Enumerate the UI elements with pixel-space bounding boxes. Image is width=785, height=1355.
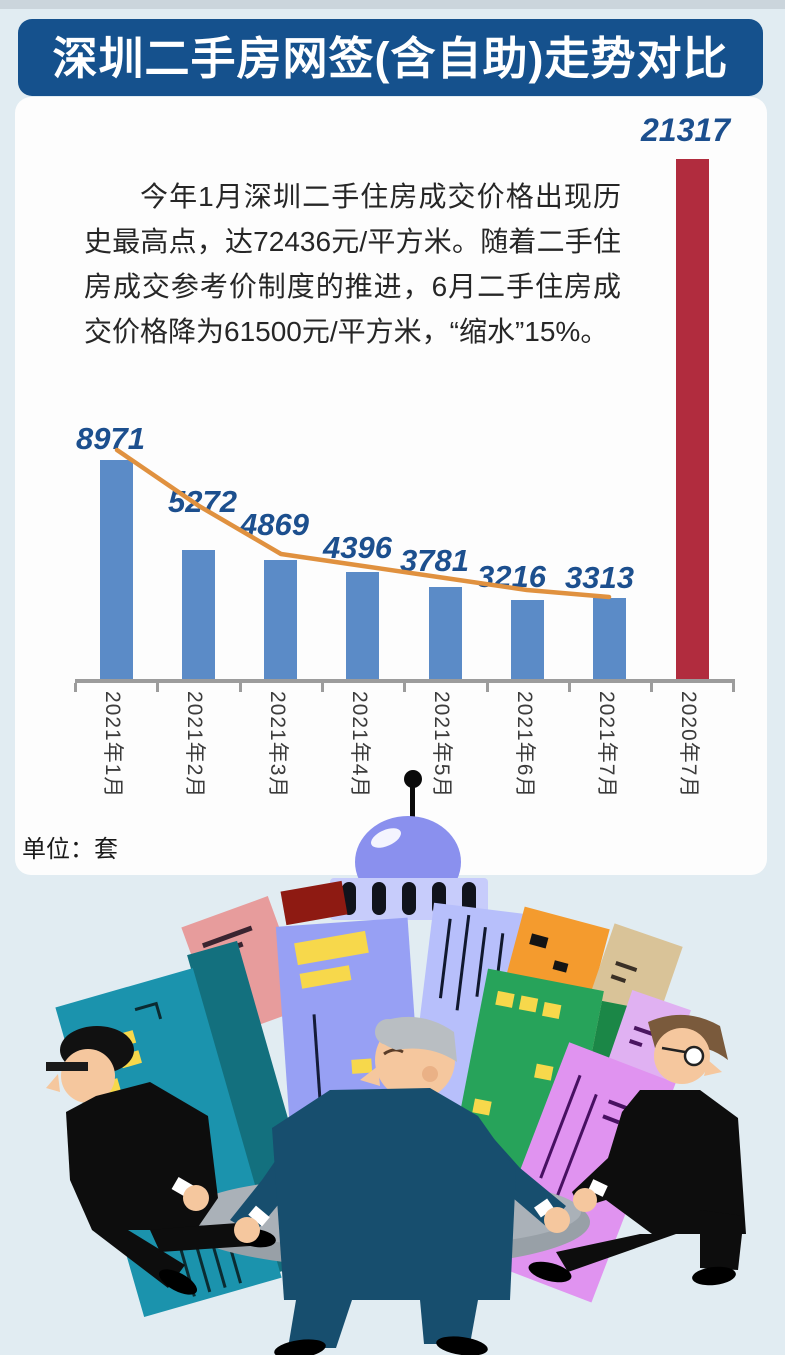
value-label: 4869 [240, 507, 309, 542]
value-label: 3313 [565, 560, 634, 595]
bar-chart: 8971 2021年1月 5272 2021年2月 4869 2021年3月 4396 202… [74, 112, 736, 798]
bar-2021年1月 [99, 460, 133, 679]
bar-2021年7月 [593, 598, 627, 679]
value-label: 8971 [76, 421, 145, 456]
x-axis [75, 679, 735, 683]
top-strip [0, 0, 785, 9]
right-businessman [528, 1014, 746, 1286]
axis-tick [732, 683, 736, 692]
city-carriers-illustration [46, 770, 746, 1355]
page-title: 深圳二手房网签(含自助)走势对比 [18, 19, 763, 96]
axis-tick [485, 683, 489, 692]
building-darkred [280, 880, 348, 926]
value-label: 3781 [400, 543, 469, 578]
unit-label: 单位：套 [22, 836, 118, 863]
value-label: 5272 [168, 484, 237, 519]
bar-2021年2月 [181, 550, 215, 679]
axis-tick [403, 683, 407, 692]
intro-paragraph: 今年1月深圳二手住房成交价格出现历史最高点，达72436元/平方米。随着二手住房… [84, 181, 621, 347]
axis-tick [238, 683, 242, 692]
bar-2021年3月 [264, 560, 298, 679]
axis-tick [74, 683, 77, 692]
value-label: 3216 [477, 559, 546, 594]
value-label: 4396 [323, 530, 392, 565]
axis-tick [156, 683, 160, 692]
axis-tick [320, 683, 324, 692]
value-label: 21317 [641, 112, 730, 148]
axis-tick [650, 683, 654, 692]
center-businessman [230, 1016, 570, 1355]
bar-2021年5月 [428, 587, 462, 679]
bar-2020年7月 [675, 159, 709, 679]
dome-tower [330, 770, 488, 920]
axis-tick [567, 683, 571, 692]
bar-2021年6月 [511, 600, 544, 679]
bar-2021年4月 [346, 572, 380, 679]
